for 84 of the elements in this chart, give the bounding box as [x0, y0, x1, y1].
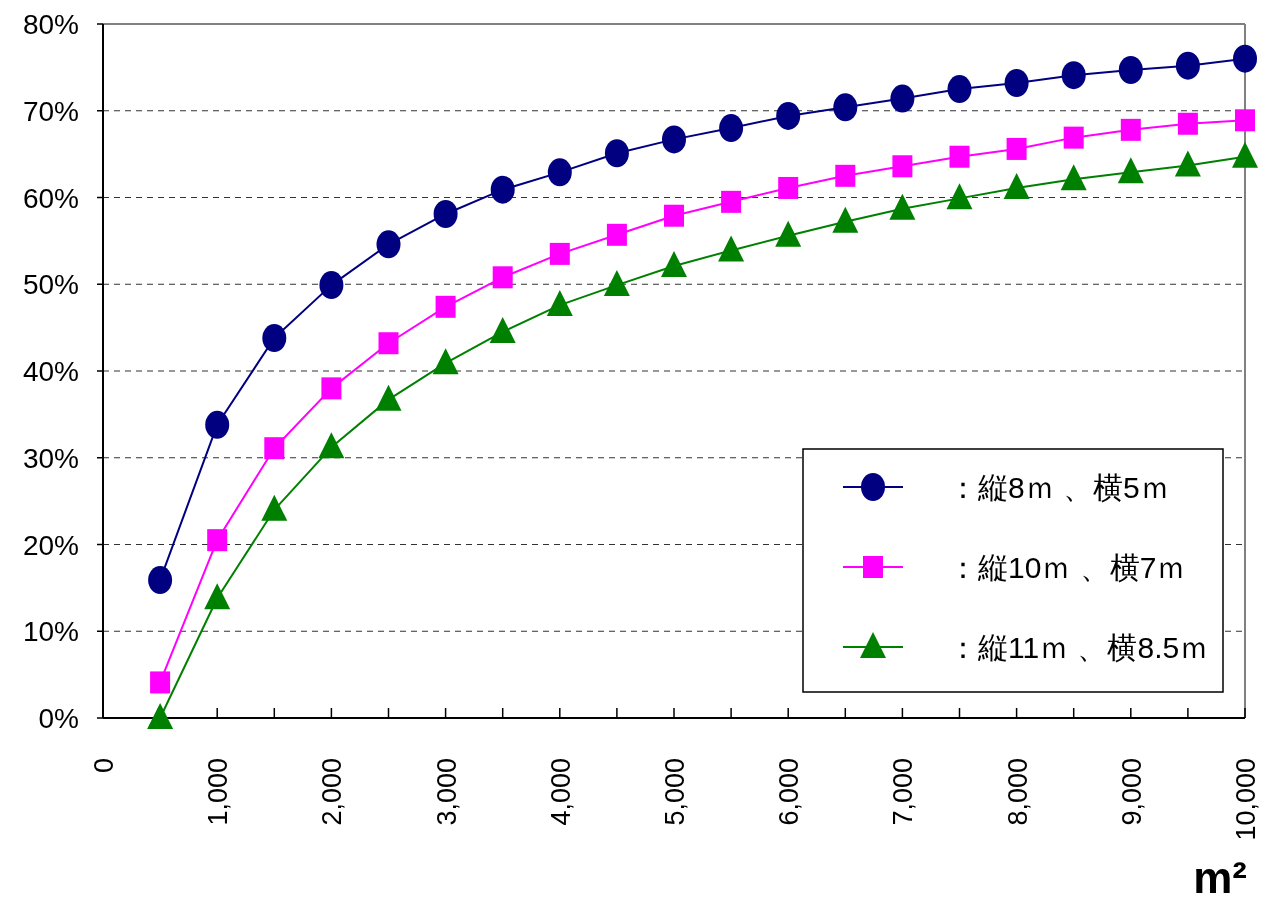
- point: [549, 242, 570, 265]
- point: [1117, 157, 1144, 184]
- point: [603, 270, 630, 297]
- point: [433, 199, 458, 228]
- y-tick-label: 40%: [22, 356, 79, 387]
- point: [1174, 150, 1201, 177]
- y-tick-label: 20%: [22, 529, 79, 561]
- point: [205, 410, 230, 439]
- point: [662, 125, 686, 154]
- point: [833, 93, 858, 122]
- y-tick-label: 70%: [22, 95, 79, 127]
- point: [718, 235, 745, 262]
- x-tick-label: 4,000: [545, 758, 576, 826]
- x-tick-label: 9,000: [1116, 758, 1147, 826]
- point: [207, 529, 228, 552]
- point: [606, 223, 627, 246]
- point: [949, 145, 970, 168]
- point: [721, 190, 742, 213]
- point: [318, 432, 345, 459]
- point: [1063, 126, 1084, 149]
- point: [262, 324, 287, 353]
- y-tick-label: 30%: [22, 442, 79, 474]
- y-tick-label: 80%: [22, 9, 79, 40]
- point: [890, 84, 915, 113]
- point: [319, 271, 344, 300]
- point: [1003, 172, 1030, 199]
- x-tick-label: 7,000: [888, 758, 919, 826]
- point: [490, 175, 515, 204]
- x-tick-label: 1,000: [203, 758, 234, 826]
- point: [892, 155, 913, 178]
- point: [1060, 164, 1087, 191]
- point: [432, 348, 459, 375]
- point: [1118, 55, 1143, 84]
- point: [1235, 109, 1255, 132]
- y-tick-label: 50%: [22, 269, 79, 301]
- point: [835, 164, 856, 187]
- point: [776, 101, 801, 130]
- point: [264, 437, 285, 460]
- point: [719, 114, 744, 143]
- y-tick-label: 10%: [22, 616, 79, 648]
- point: [946, 183, 973, 210]
- point: [889, 193, 916, 220]
- x-tick-label: 2,000: [317, 758, 348, 826]
- point: [148, 566, 173, 595]
- x-axis-title: m²: [1193, 853, 1247, 902]
- legend-label: ：縦8ｍ 、横5ｍ: [948, 471, 1170, 504]
- point: [664, 204, 684, 227]
- point: [1120, 118, 1141, 141]
- point: [1061, 61, 1086, 90]
- point: [1232, 141, 1258, 168]
- point: [1006, 137, 1027, 160]
- point: [321, 377, 342, 400]
- point: [1233, 44, 1257, 73]
- point: [832, 206, 859, 233]
- x-tick-label: 0: [89, 758, 119, 774]
- point: [775, 220, 802, 247]
- point: [147, 703, 174, 729]
- point: [947, 75, 972, 104]
- point: [378, 332, 399, 355]
- point: [661, 251, 687, 278]
- x-tick-label: 5,000: [660, 758, 690, 826]
- point: [376, 230, 401, 259]
- point: [492, 266, 513, 289]
- point: [261, 494, 288, 521]
- legend-label: ：縦11ｍ 、横8.5ｍ: [948, 631, 1210, 664]
- point: [1175, 51, 1200, 80]
- point: [1004, 68, 1029, 97]
- point: [435, 295, 456, 318]
- point: [604, 139, 629, 168]
- x-tick-label: 6,000: [774, 758, 805, 826]
- y-tick-label: 60%: [22, 182, 79, 214]
- y-tick-label: 0%: [38, 703, 79, 734]
- point: [546, 290, 573, 317]
- point: [1177, 112, 1198, 135]
- x-tick-label: 8,000: [1002, 758, 1033, 826]
- point: [489, 316, 516, 343]
- x-tick-label: 10,000: [1231, 758, 1261, 841]
- x-tick-label: 3,000: [431, 758, 462, 826]
- point: [150, 671, 171, 694]
- point: [375, 384, 402, 411]
- legend-label: ：縦10ｍ 、横7ｍ: [948, 551, 1187, 584]
- point: [547, 158, 572, 187]
- point: [204, 583, 231, 610]
- point: [778, 176, 799, 199]
